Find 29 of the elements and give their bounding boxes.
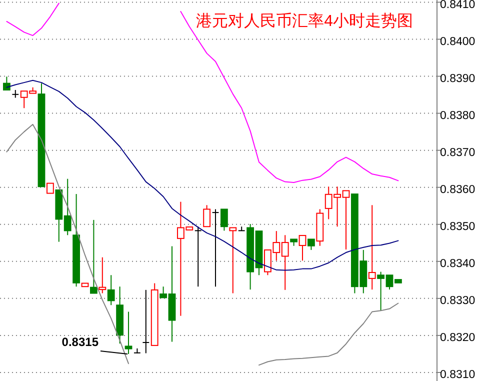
candlestick [142,289,150,354]
candlestick [46,182,54,194]
y-tick-label: 0.8330 [440,294,476,307]
candlestick [194,226,202,288]
text: 港元对人民币汇率4小时走势图 [196,12,413,30]
y-tick-label: 0.8390 [440,72,476,85]
y-tick-label: 0.8370 [440,146,476,159]
annotation: 0.8315 [62,334,128,354]
candlestick [3,76,10,90]
y-tick-label: 0.8400 [440,36,476,48]
y-tick-label: 0.8380 [440,110,476,122]
candlestick [229,227,237,294]
candlestick [203,204,210,228]
candlestick [98,256,106,294]
candlestick [308,238,315,250]
candlestick [220,208,228,232]
y-tick-label: 0.8360 [440,184,476,196]
y-tick-label: 0.8310 [440,369,476,381]
y-tick-label: 0.8410 [440,0,476,11]
candlestick [212,208,220,288]
y-tick-label: 0.8320 [440,332,476,344]
y-tick-label: 0.8350 [440,220,476,233]
y-tick-label: 0.8340 [440,258,476,270]
candlestick [368,204,376,290]
candlestick [124,311,132,354]
annotation: 0.8315 [62,334,99,349]
candlestick [107,274,115,306]
candlestick [298,234,306,262]
candlestick [90,219,98,294]
